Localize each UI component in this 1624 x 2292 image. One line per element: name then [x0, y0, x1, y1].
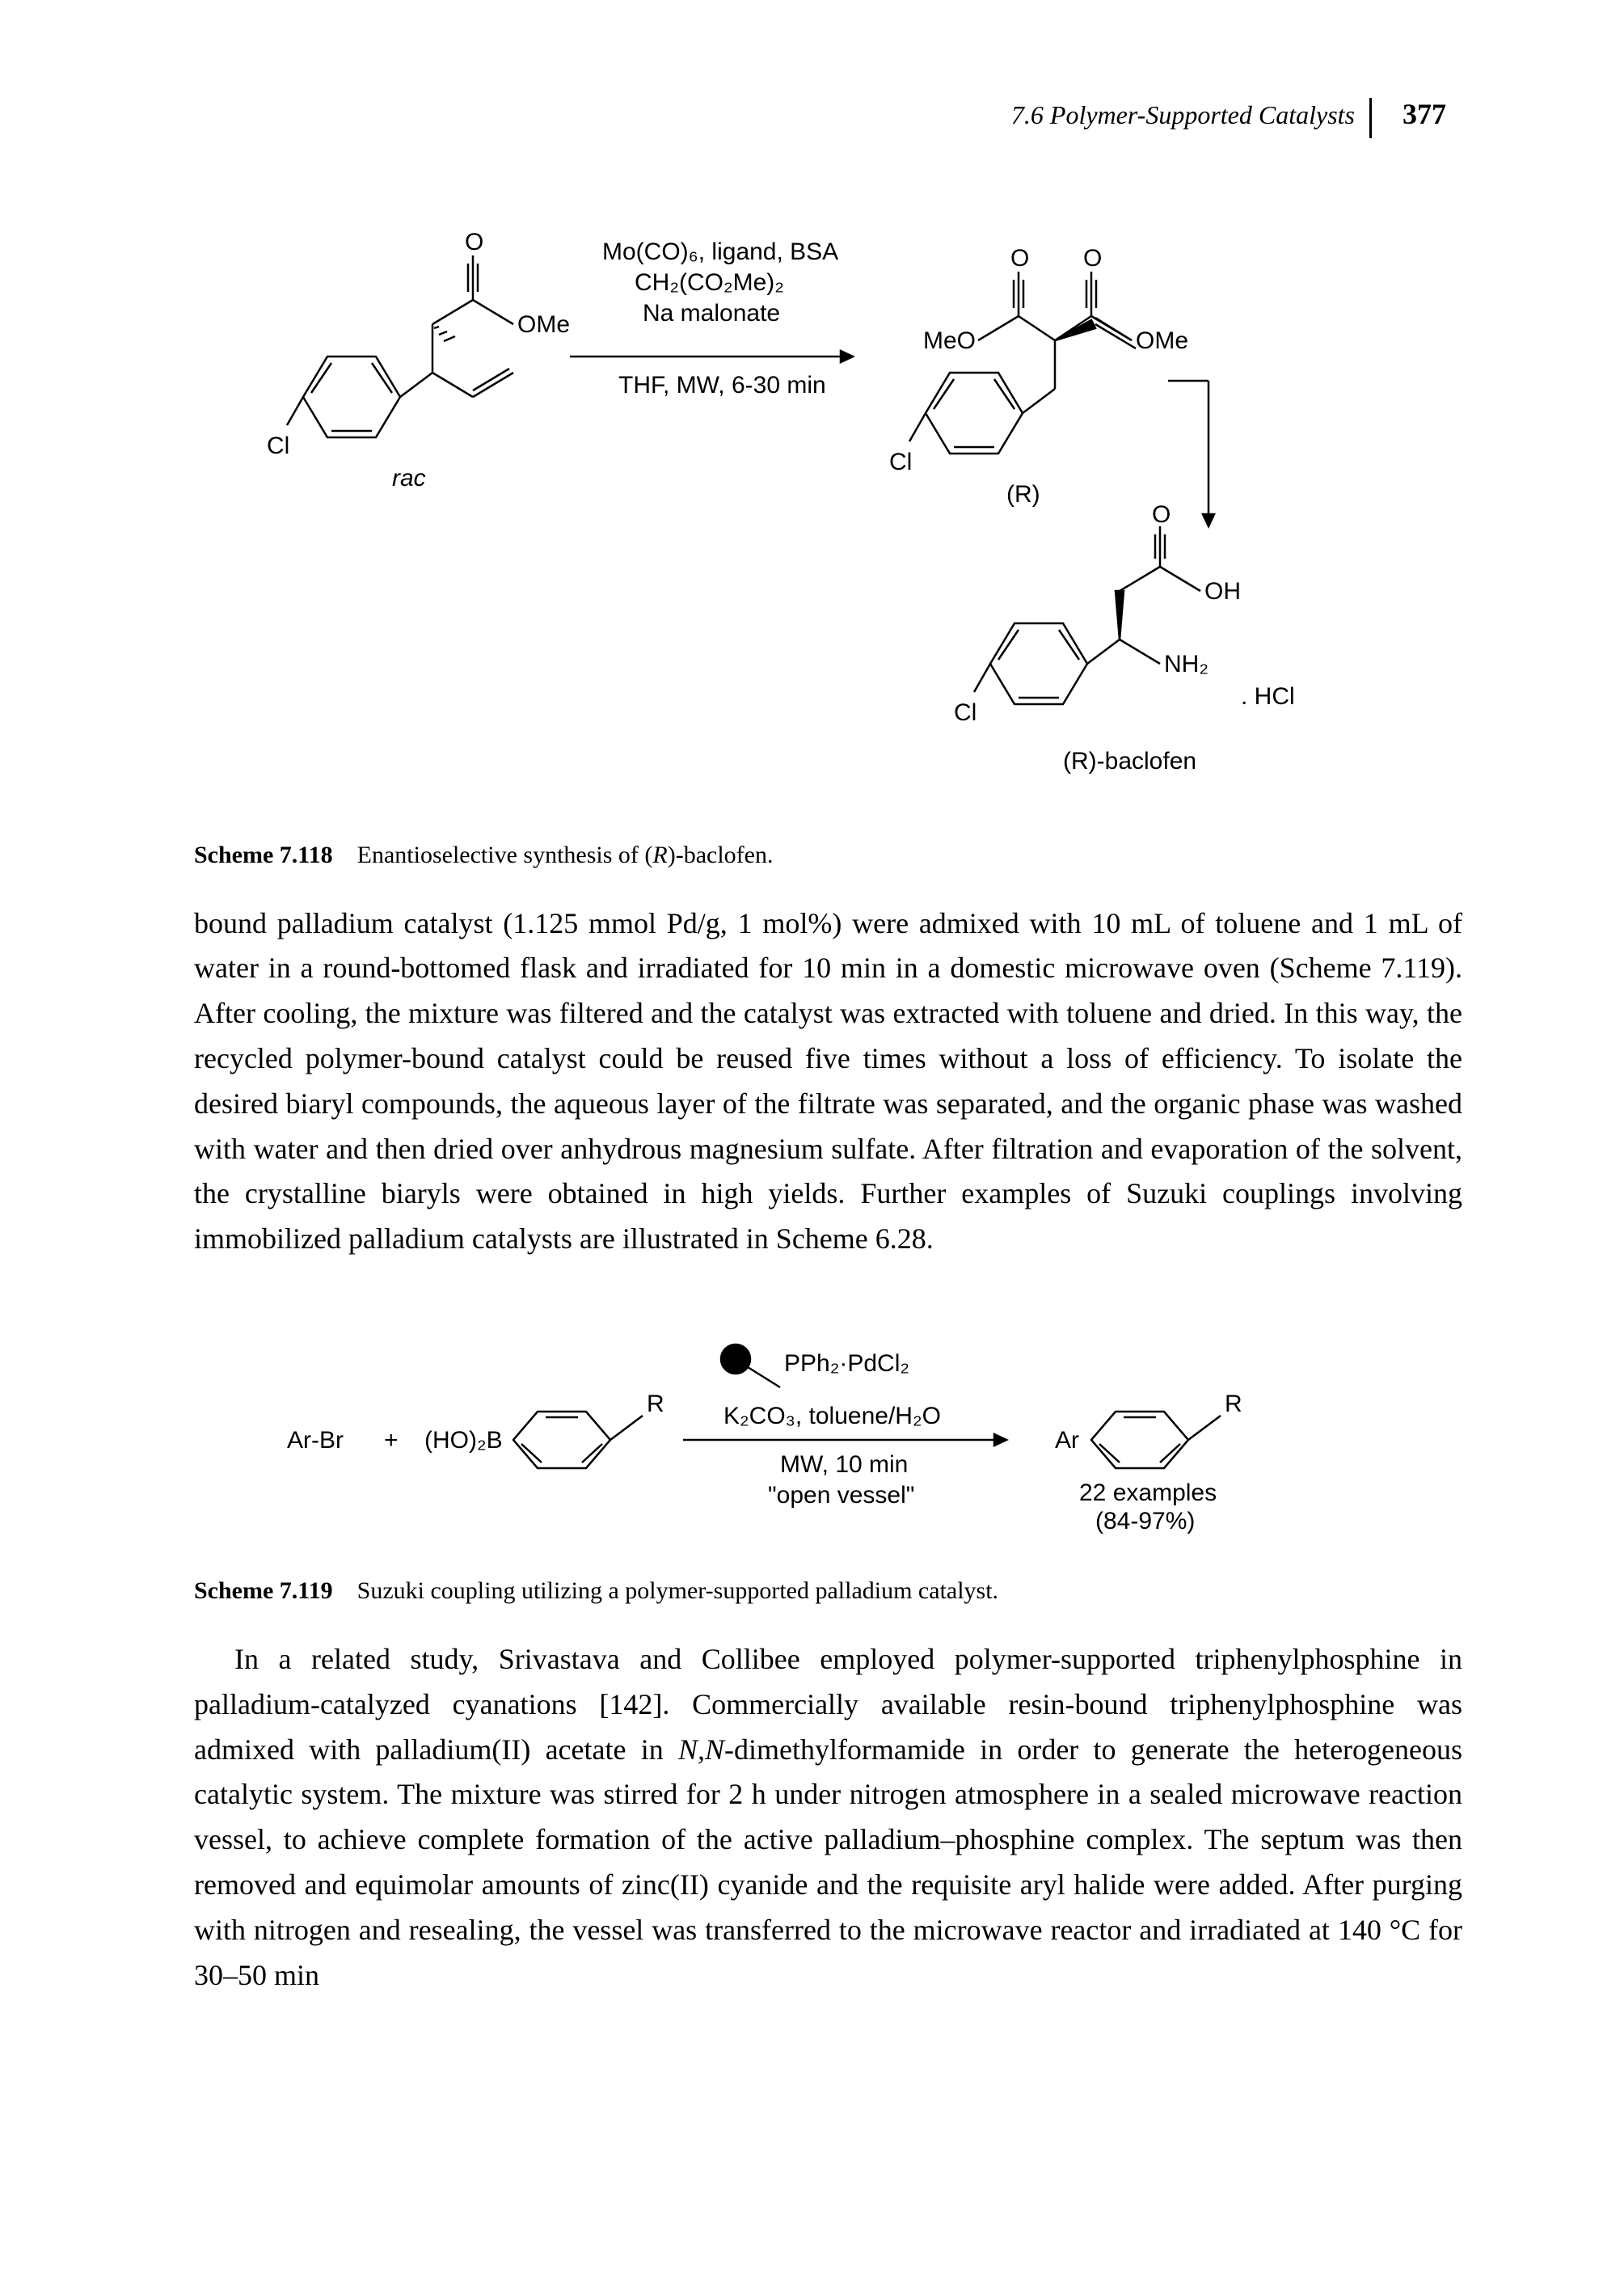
scheme-119-svg: Ar-Br + (HO)₂B R PPh₂·PdCl₂ K₂CO₃, tolue… [222, 1311, 1435, 1553]
scheme-118-svg: Cl O OMe rac [222, 187, 1435, 817]
scheme-118-text: Enantioselective synthesis of (R)-baclof… [357, 842, 774, 868]
svg-text:"open vessel": "open vessel" [768, 1482, 914, 1509]
plus: + [384, 1427, 399, 1454]
paragraph-2: In a related study, Srivastava and Colli… [194, 1637, 1462, 1998]
svg-text:NH₂: NH₂ [1164, 651, 1209, 677]
section-title: 7.6 Polymer-Supported Catalysts [1011, 100, 1355, 129]
svg-text:R: R [647, 1391, 664, 1417]
arbr: Ar-Br [287, 1427, 344, 1454]
cl-label: Cl [267, 433, 289, 459]
ome-label: OMe [517, 311, 570, 338]
svg-text:. HCl: . HCl [1241, 683, 1295, 710]
svg-text:PPh₂·PdCl₂: PPh₂·PdCl₂ [784, 1350, 909, 1377]
p2-italic: N,N [678, 1733, 724, 1766]
svg-text:Cl: Cl [889, 449, 912, 475]
svg-text:22 examples: 22 examples [1079, 1479, 1217, 1506]
scheme-119-caption: Scheme 7.119 Suzuki coupling utilizing a… [194, 1577, 1462, 1605]
reagent1: Mo(CO)₆, ligand, BSA [602, 238, 838, 265]
scheme-119-text: Suzuki coupling utilizing a polymer-supp… [357, 1577, 998, 1604]
reagent3: Na malonate [643, 300, 780, 327]
svg-text:OMe: OMe [1136, 327, 1188, 354]
svg-text:(84-97%): (84-97%) [1095, 1508, 1195, 1534]
svg-text:O: O [1010, 245, 1029, 272]
scheme-119-number: Scheme 7.119 [194, 1577, 333, 1604]
svg-text:MeO: MeO [923, 327, 976, 354]
page-header: 7.6 Polymer-Supported Catalysts 377 [194, 97, 1462, 138]
scheme-118-figure: Cl O OMe rac [194, 187, 1462, 869]
scheme-118-number: Scheme 7.118 [194, 842, 333, 868]
svg-text:O: O [1152, 501, 1171, 528]
svg-text:K₂CO₃, toluene/H₂O: K₂CO₃, toluene/H₂O [723, 1403, 941, 1429]
svg-text:MW, 10 min: MW, 10 min [780, 1451, 908, 1478]
hob: (HO)₂B [424, 1427, 503, 1454]
scheme-118-caption: Scheme 7.118 Enantioselective synthesis … [194, 842, 1462, 869]
page-number: 377 [1403, 98, 1446, 130]
rac-label: rac [392, 465, 426, 492]
svg-text:Ar: Ar [1055, 1427, 1079, 1454]
scheme-119-figure: Ar-Br + (HO)₂B R PPh₂·PdCl₂ K₂CO₃, tolue… [194, 1311, 1462, 1605]
svg-text:Cl: Cl [954, 699, 977, 726]
r-label: (R) [1006, 481, 1040, 508]
svg-text:O: O [1083, 245, 1102, 272]
reagent2: CH₂(CO₂Me)₂ [635, 269, 784, 296]
svg-text:R: R [1225, 1391, 1242, 1417]
svg-text:OH: OH [1204, 578, 1241, 605]
paragraph-1: bound palladium catalyst (1.125 mmol Pd/… [194, 901, 1462, 1262]
header-divider [1369, 98, 1372, 138]
p2-part2: -dimethylformamide in order to generate … [194, 1733, 1462, 1991]
reagent4: THF, MW, 6-30 min [618, 372, 826, 399]
baclofen-label: (R)-baclofen [1063, 748, 1196, 775]
o-label: O [465, 229, 483, 255]
